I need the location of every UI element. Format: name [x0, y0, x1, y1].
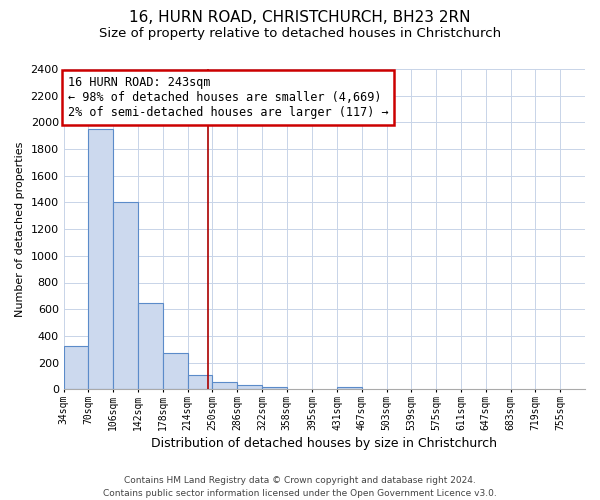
Bar: [113, 202, 138, 389]
Text: 16 HURN ROAD: 243sqm
← 98% of detached houses are smaller (4,669)
2% of semi-det: 16 HURN ROAD: 243sqm ← 98% of detached h…: [68, 76, 388, 118]
Bar: [64, 346, 88, 389]
Bar: [188, 375, 212, 389]
Text: Contains HM Land Registry data © Crown copyright and database right 2024.
Contai: Contains HM Land Registry data © Crown c…: [103, 476, 497, 498]
Bar: [163, 352, 188, 389]
Bar: [337, 387, 362, 389]
Y-axis label: Number of detached properties: Number of detached properties: [15, 142, 25, 317]
Bar: [212, 382, 237, 389]
Bar: [262, 386, 287, 389]
Bar: [237, 384, 262, 389]
Text: 16, HURN ROAD, CHRISTCHURCH, BH23 2RN: 16, HURN ROAD, CHRISTCHURCH, BH23 2RN: [129, 10, 471, 25]
Text: Size of property relative to detached houses in Christchurch: Size of property relative to detached ho…: [99, 28, 501, 40]
Bar: [138, 303, 163, 389]
Bar: [88, 129, 113, 389]
X-axis label: Distribution of detached houses by size in Christchurch: Distribution of detached houses by size …: [151, 437, 497, 450]
